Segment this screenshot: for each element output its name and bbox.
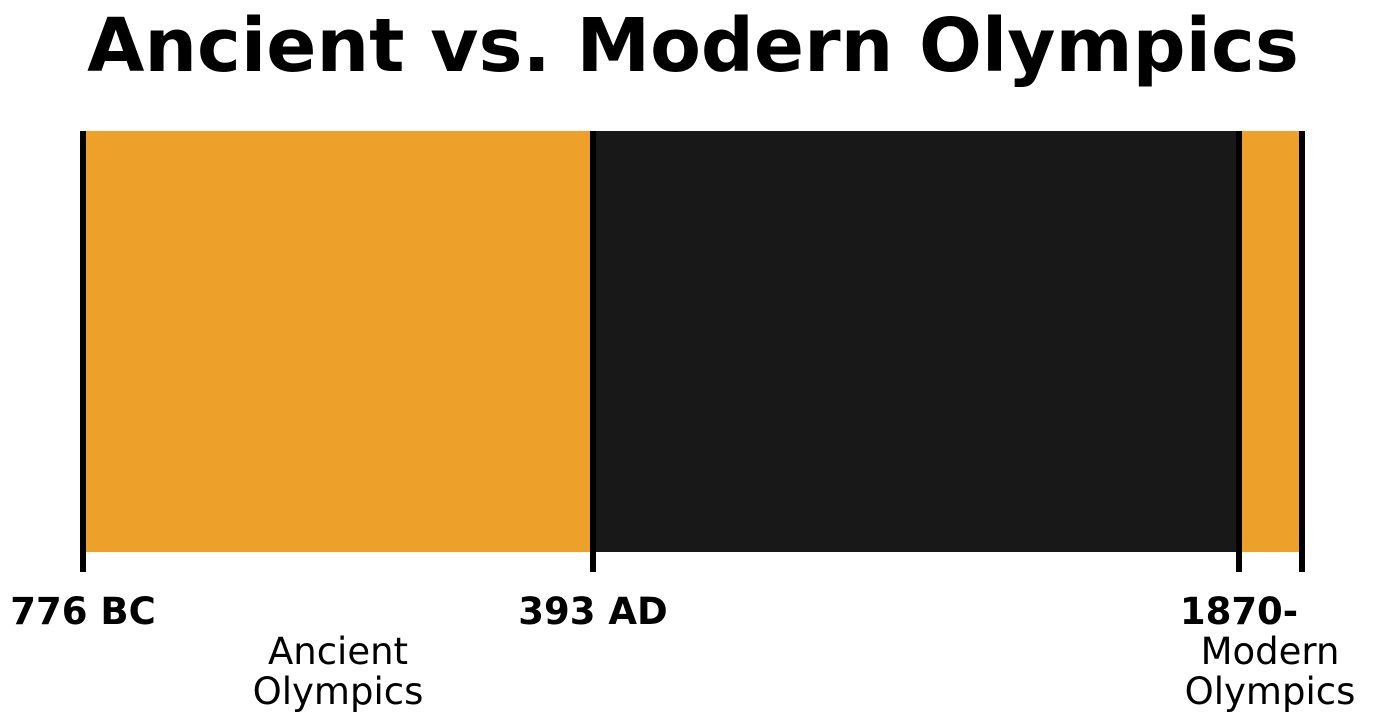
chart-title: Ancient vs. Modern Olympics [87,3,1299,89]
tick-label-1: 393 AD [518,590,667,633]
segment-label-2: Modern Olympics [1185,630,1356,713]
tick-label-0: 776 BC [10,590,155,633]
segment-label-0: Ancient Olympics [253,630,424,713]
labels-layer: 776 BC 393 AD 1870- Ancient Olympics Modern Ol… [10,590,1355,713]
segment-bar-2 [1239,131,1302,552]
tick-label-2: 1870- [1180,590,1298,633]
segments-layer [83,131,1302,552]
segment-bar-0 [83,131,593,552]
ticks-layer [80,131,1305,572]
segment-bar-1 [593,131,1239,552]
